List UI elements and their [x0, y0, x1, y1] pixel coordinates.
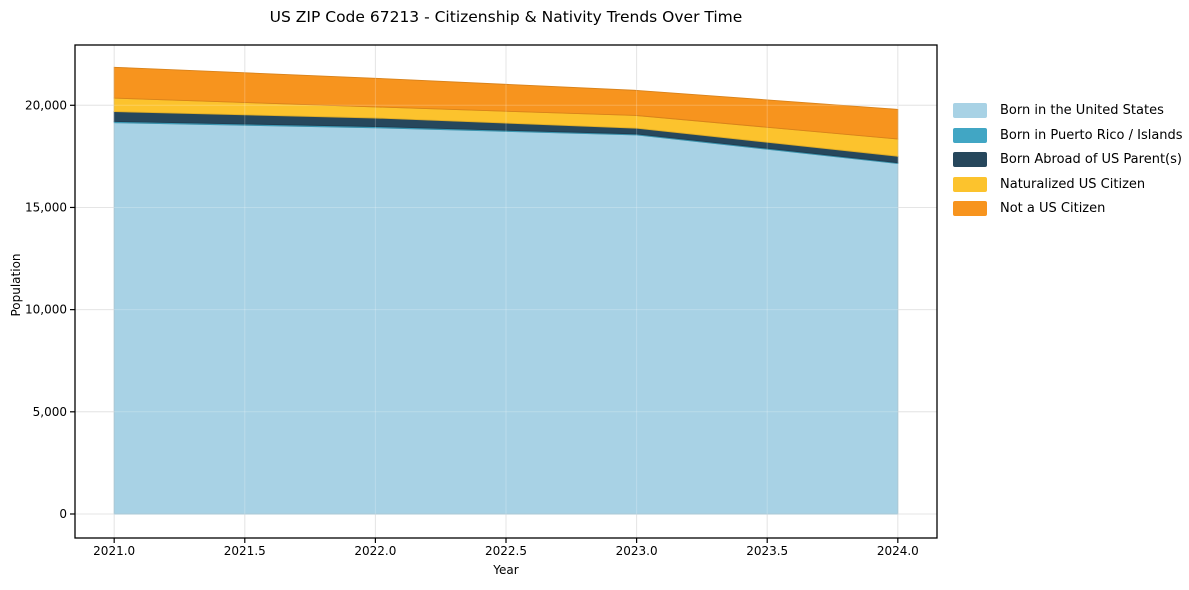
- legend-swatch: [953, 176, 987, 192]
- x-tick-label: 2021.0: [93, 544, 135, 558]
- x-tick-label: 2022.0: [354, 544, 396, 558]
- area-series-4: [113, 66, 899, 140]
- y-tick-label: 20,000: [25, 98, 67, 112]
- x-tick-label: 2024.0: [877, 544, 919, 558]
- legend-label: Born in Puerto Rico / Islands: [1000, 127, 1183, 143]
- x-tick-label: 2022.5: [485, 544, 527, 558]
- legend-label: Naturalized US Citizen: [1000, 176, 1146, 192]
- legend-item: Born in the United States: [953, 103, 1183, 118]
- legend-item: Born in Puerto Rico / Islands: [953, 127, 1183, 143]
- x-tick-label: 2021.5: [224, 544, 266, 558]
- x-axis-label: Year: [493, 563, 519, 577]
- legend-label: Born Abroad of US Parent(s): [1000, 152, 1182, 167]
- legend-swatch: [953, 152, 987, 167]
- legend-label: Not a US Citizen: [1000, 201, 1106, 216]
- x-tick-label: 2023.0: [616, 544, 658, 558]
- chart-title: US ZIP Code 67213 - Citizenship & Nativi…: [269, 8, 743, 26]
- legend-item: Not a US Citizen: [953, 201, 1183, 216]
- legend-swatch: [953, 103, 987, 118]
- legend-label: Born in the United States: [1000, 103, 1164, 118]
- legend-swatch: [953, 127, 987, 143]
- x-tick-label: 2023.5: [746, 544, 788, 558]
- legend-swatch: [953, 201, 987, 216]
- legend-item: Naturalized US Citizen: [953, 176, 1183, 192]
- y-tick-label: 15,000: [25, 200, 67, 214]
- legend-item: Born Abroad of US Parent(s): [953, 152, 1183, 167]
- y-tick-label: 0: [59, 507, 67, 521]
- y-tick-label: 5,000: [33, 405, 67, 419]
- legend: Born in the United States Born in Puerto …: [953, 103, 1183, 226]
- y-tick-label: 10,000: [25, 303, 67, 317]
